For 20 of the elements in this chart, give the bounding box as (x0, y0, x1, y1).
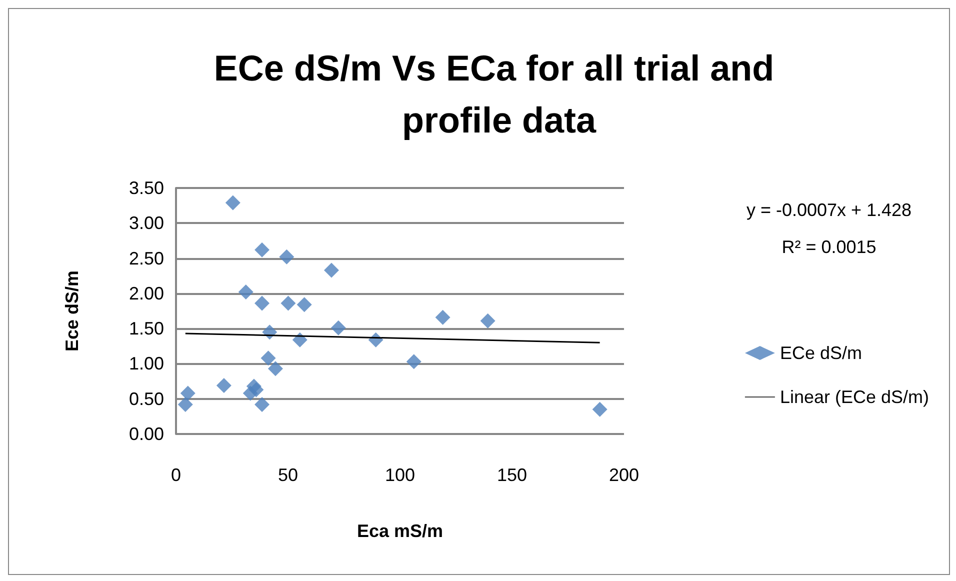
text: R² = 0.0015 (782, 237, 876, 257)
y-tick-label: 3.50 (128, 178, 164, 198)
text: y = -0.0007x + 1.428 (746, 200, 912, 220)
x-tick-label: 100 (384, 465, 416, 485)
y-tick-label: 0.50 (128, 388, 164, 409)
y-tick-label: 0.00 (128, 424, 164, 444)
y-tick-label: 1.00 (128, 354, 164, 374)
chart-title: ECe dS/m Vs ECa for all trial and profile data (214, 48, 784, 140)
y-tick-label: 3.00 (128, 213, 164, 234)
y-tick-label: 2.50 (128, 248, 164, 268)
x-tick-label: 150 (496, 465, 528, 485)
y-tick-label: 1.50 (128, 318, 164, 339)
y-axis-title: Ece dS/m (62, 270, 82, 352)
x-tick-label: 0 (170, 465, 182, 485)
legend-label: ECe dS/m (780, 343, 862, 363)
x-tick-label: 200 (608, 465, 640, 485)
x-axis-title: Eca mS/m (356, 521, 444, 541)
x-tick-label: 50 (278, 465, 298, 485)
y-tick-label: 2.00 (128, 283, 164, 304)
legend-label: Linear (ECe dS/m) (780, 387, 930, 407)
